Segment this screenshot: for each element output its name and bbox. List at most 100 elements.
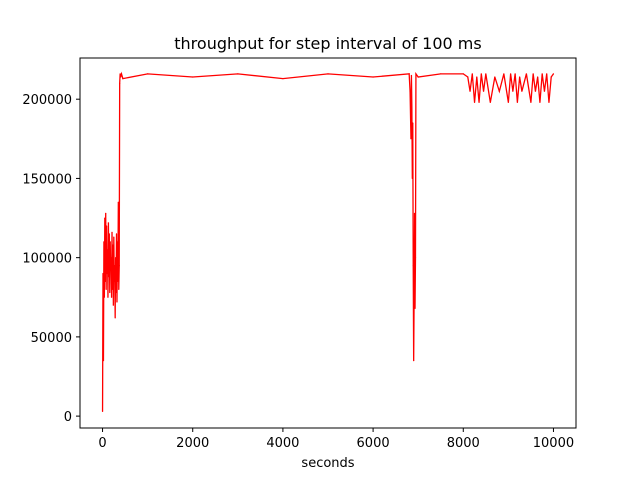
data-point: [105, 212, 107, 214]
data-point: [111, 288, 114, 290]
y-tick-label: 150000: [22, 172, 72, 187]
data-point: [408, 73, 410, 75]
data-point: [410, 74, 413, 77]
data-point: [516, 101, 518, 103]
data-point: [409, 90, 411, 92]
y-tick-label: 100000: [22, 252, 72, 267]
data-point: [503, 73, 505, 75]
data-point: [118, 264, 120, 267]
data-point: [112, 244, 114, 246]
data-point: [107, 296, 109, 298]
data-point: [480, 73, 482, 75]
data-point: [115, 233, 118, 235]
chart-title: throughput for step interval of 100 ms: [174, 34, 481, 53]
data-point: [534, 90, 537, 92]
data-point: [473, 101, 476, 103]
x-tick-label: 4000: [266, 436, 299, 451]
data-point: [114, 264, 116, 267]
data-point: [411, 106, 413, 108]
data-point: [282, 78, 284, 80]
data-point: [510, 73, 512, 75]
data-point: [482, 90, 485, 92]
data-point: [115, 257, 117, 259]
data-point: [539, 101, 541, 103]
data-point: [119, 73, 121, 75]
data-point: [532, 73, 534, 75]
data-point: [110, 269, 112, 271]
data-point: [112, 304, 114, 306]
data-point: [101, 410, 104, 412]
data-point: [543, 90, 546, 92]
data-point: [114, 317, 116, 319]
data-point: [104, 217, 106, 219]
data-point: [122, 78, 124, 80]
x-axis-label: seconds: [301, 456, 354, 471]
series-layer: [101, 71, 555, 412]
data-point: [117, 280, 119, 283]
data-point: [111, 231, 113, 233]
data-point: [110, 296, 113, 298]
data-point: [498, 90, 500, 92]
data-point: [412, 122, 414, 124]
data-point: [411, 177, 413, 180]
x-tick-label: 6000: [357, 436, 390, 451]
data-point: [414, 307, 416, 309]
data-point: [113, 280, 115, 283]
data-point: [537, 76, 539, 78]
data-point: [507, 101, 509, 103]
data-point: [192, 76, 194, 78]
data-point: [552, 73, 555, 75]
data-point: [512, 90, 514, 92]
data-point: [525, 73, 528, 75]
data-point: [106, 249, 109, 251]
data-point: [530, 101, 532, 103]
data-point: [519, 76, 521, 78]
data-point: [478, 101, 480, 103]
y-axis-ticks: 0 50000 100000 150000 200000: [22, 93, 80, 425]
data-point: [107, 222, 110, 224]
data-point: [103, 241, 105, 243]
data-point: [413, 360, 415, 362]
data-point: [110, 257, 112, 259]
data-point: [469, 90, 471, 92]
data-point: [105, 288, 107, 290]
series-line: [101, 71, 554, 412]
data-point: [372, 76, 374, 78]
data-point: [113, 236, 115, 238]
data-point: [102, 272, 104, 275]
data-point: [237, 73, 239, 75]
data-point: [413, 212, 416, 214]
y-tick-label: 200000: [22, 93, 72, 108]
data-point: [327, 73, 329, 75]
x-tick-label: 10000: [533, 436, 574, 451]
data-point: [476, 76, 478, 78]
data-point: [467, 76, 469, 78]
data-point: [462, 73, 464, 75]
data-point: [413, 296, 415, 298]
x-axis-ticks: 0 2000 4000 6000 8000 10000: [98, 428, 574, 451]
data-point: [410, 138, 412, 140]
data-point: [550, 76, 552, 78]
data-point: [485, 73, 487, 75]
plot-area: [80, 58, 576, 428]
data-point: [471, 73, 473, 75]
data-point: [108, 276, 110, 278]
data-point: [514, 73, 516, 75]
data-point: [440, 73, 442, 75]
data-point: [118, 288, 120, 290]
data-point: [489, 101, 491, 103]
data-point: [106, 225, 108, 227]
data-point: [106, 272, 108, 275]
y-tick-label: 0: [64, 410, 72, 425]
data-point: [412, 264, 414, 267]
data-point: [116, 241, 119, 243]
x-tick-label: 0: [98, 436, 106, 451]
plot-frame: [79, 57, 577, 429]
data-point: [119, 76, 122, 78]
data-point: [417, 76, 419, 78]
data-point: [109, 241, 111, 243]
data-point: [104, 280, 106, 283]
data-point: [546, 73, 548, 75]
data-point: [541, 73, 543, 75]
